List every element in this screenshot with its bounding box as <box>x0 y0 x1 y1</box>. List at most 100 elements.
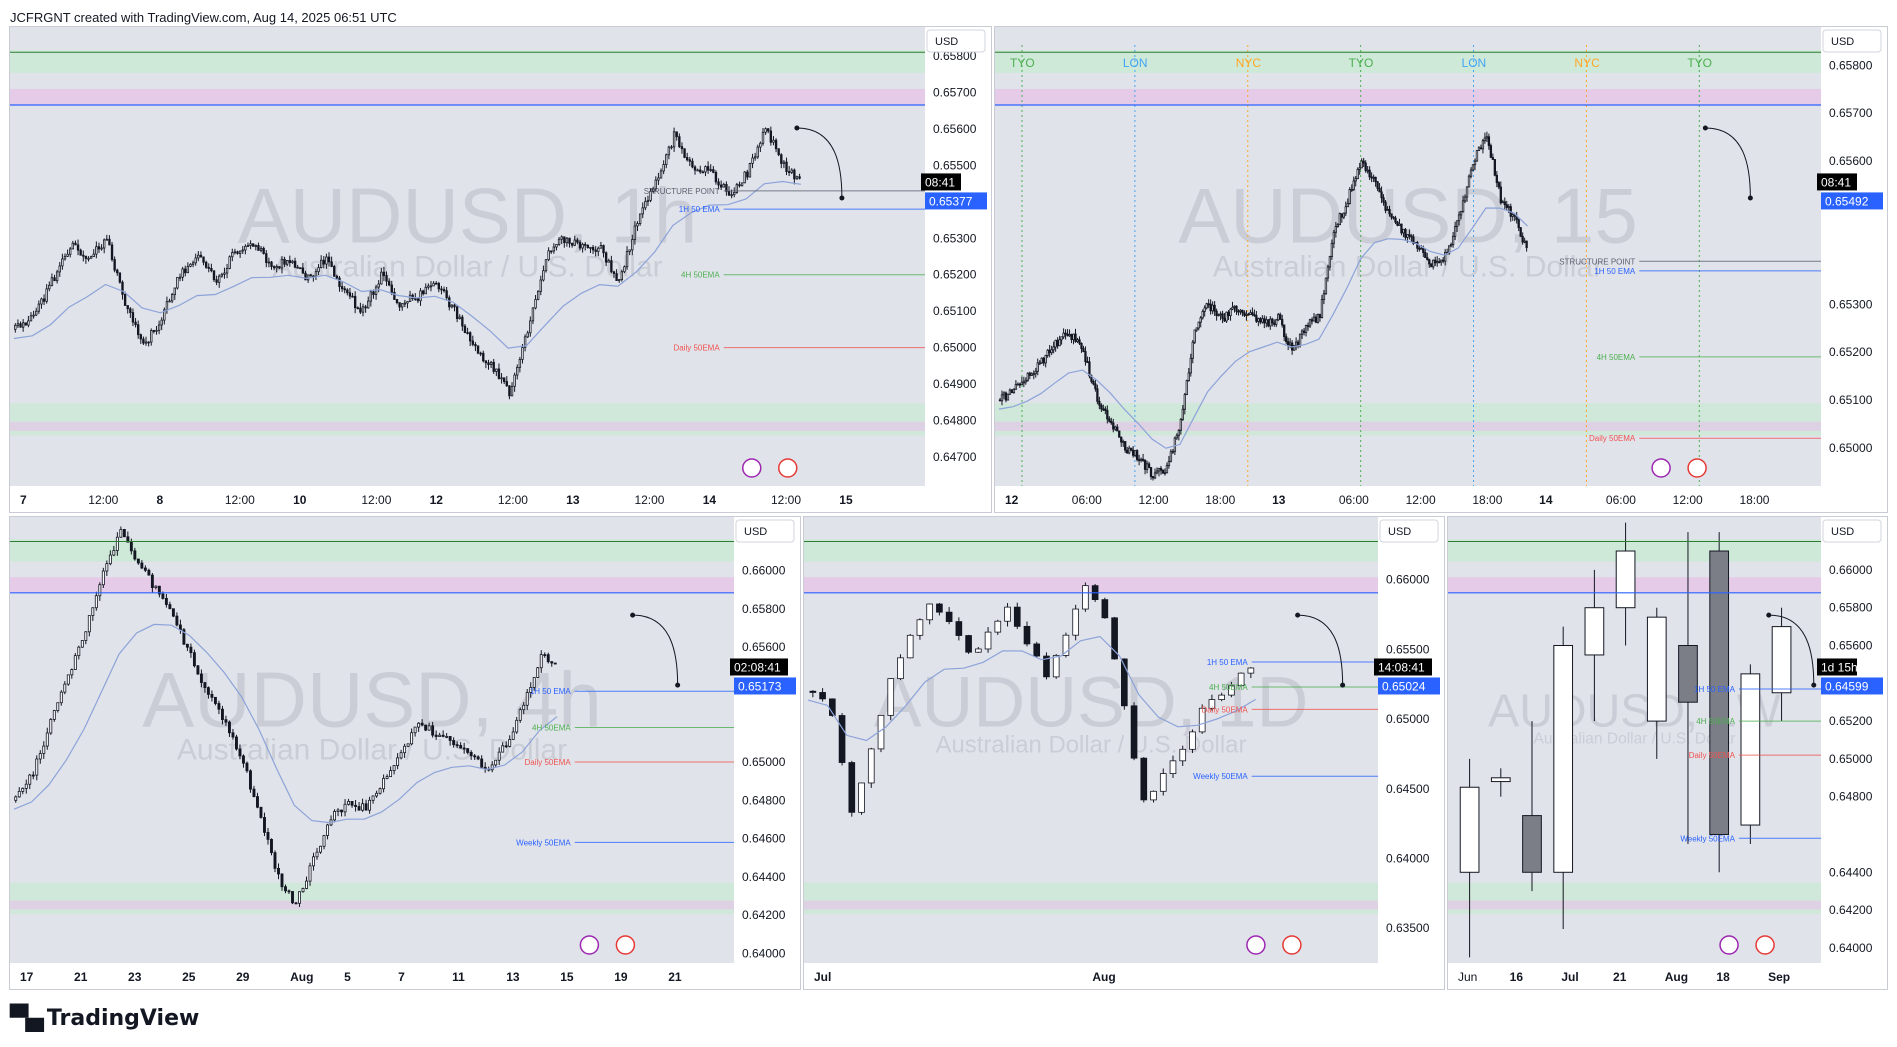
candle-body <box>1294 341 1298 346</box>
currency-label: USD <box>744 526 767 538</box>
candle-body <box>1459 211 1463 216</box>
chart-panel-1d[interactable]: AUDUSD, 1D Australian Dollar / U.S. Dolla… <box>803 516 1445 990</box>
chart-panel-4h[interactable]: AUDUSD, 4h Australian Dollar / U.S. Dolla… <box>9 516 801 990</box>
time-tick-label: 11 <box>452 970 465 984</box>
time-tick-label: 13 <box>506 970 520 984</box>
candle-body <box>1026 372 1029 381</box>
candle-body <box>838 715 846 763</box>
candle-body <box>293 260 297 268</box>
candle-body <box>623 266 626 273</box>
candle-body <box>84 631 88 641</box>
time-tick-label: 12:00 <box>634 493 664 507</box>
candle-body <box>615 273 618 281</box>
price-badge <box>1378 677 1440 695</box>
candle-body <box>675 131 678 138</box>
chart-panel-1w[interactable]: AUDUSD, 1W Australian Dollar / U.S. Dolla… <box>1447 516 1888 990</box>
ema-curve <box>998 207 1529 449</box>
time-tick-label: Aug <box>1665 970 1688 984</box>
candle-body <box>361 803 365 811</box>
candle-body <box>101 570 105 586</box>
projection-arrow <box>632 614 679 686</box>
candle-body <box>1096 388 1099 402</box>
projection-arrow <box>1768 614 1815 686</box>
demand-zone-pink <box>804 900 1378 910</box>
time-tick-label: 29 <box>236 970 250 984</box>
event-lightning-icon <box>579 935 600 955</box>
candle-body <box>1072 608 1079 636</box>
candle-body <box>1490 777 1511 783</box>
candle-body <box>782 161 786 164</box>
candle-body <box>1513 214 1516 217</box>
candle-body <box>719 184 723 188</box>
candle-body <box>688 159 691 162</box>
candle-body <box>16 323 20 326</box>
candle-body <box>353 295 357 309</box>
candle-body <box>410 732 414 745</box>
candle-body <box>555 243 558 248</box>
candle-body <box>544 259 548 272</box>
candle-body <box>1137 459 1141 462</box>
candle-body <box>678 136 681 148</box>
chart-panel-1h[interactable]: AUDUSD, 1h Australian Dollar / U.S. Dolla… <box>9 26 992 513</box>
candle-body <box>17 790 21 798</box>
candle-body <box>435 282 438 285</box>
candle-body <box>1584 607 1605 656</box>
session-label-nyc: NYC <box>1574 56 1600 70</box>
candle-body <box>1066 333 1069 337</box>
candle-body <box>194 257 197 264</box>
candle-body <box>1044 355 1047 364</box>
candle-body <box>462 747 466 750</box>
candle-body <box>1302 330 1306 333</box>
candle-body <box>1479 147 1483 150</box>
candle-body <box>270 839 273 854</box>
level-label: 1H 50 EMA <box>1694 685 1736 694</box>
candle-body <box>1288 342 1292 346</box>
price-tick-label: 0.65800 <box>742 602 786 616</box>
candle-body <box>1000 394 1004 402</box>
time-axis <box>804 963 1444 989</box>
candle-body <box>175 615 179 626</box>
candle-body <box>340 809 344 813</box>
candle-body <box>241 249 244 252</box>
candle-body <box>1223 317 1226 322</box>
candle-body <box>417 722 421 728</box>
candle-body <box>612 271 616 275</box>
ema-curve <box>13 623 558 824</box>
candle-body <box>196 665 200 675</box>
candle-body <box>150 330 153 343</box>
price-badge-label: 0.64599 <box>1825 679 1869 693</box>
candle-body <box>432 282 435 287</box>
currency-button <box>1822 519 1882 543</box>
chart-panel-15m[interactable]: AUDUSD, 15 Australian Dollar / U.S. Dolla… <box>994 26 1888 513</box>
ema-curve <box>13 180 801 349</box>
candle-body <box>1269 318 1272 327</box>
us-flag-icon <box>778 458 798 478</box>
candle-body <box>325 256 328 265</box>
candle-body <box>420 722 424 726</box>
candle-body <box>497 751 501 761</box>
candle-body <box>387 280 391 286</box>
us-flag-icon <box>1755 935 1775 955</box>
candle-body <box>515 719 519 733</box>
candle-body <box>1179 418 1182 431</box>
candle-body <box>685 157 689 161</box>
time-tick-label: 5 <box>344 970 351 984</box>
candle-body <box>1370 176 1373 179</box>
candle-body <box>38 753 42 760</box>
countdown-badge <box>1817 658 1857 676</box>
us-flag-icon <box>1282 935 1302 955</box>
candle-body <box>1285 336 1288 342</box>
candle-body <box>123 293 127 306</box>
candle-body <box>306 274 310 281</box>
candle-body <box>607 260 610 263</box>
candle-body <box>1344 206 1347 214</box>
tradingview-icon: ▀▄ <box>10 1004 44 1032</box>
candle-body <box>1263 318 1266 324</box>
candle-body <box>785 161 788 172</box>
candle-body <box>610 260 613 273</box>
candle-body <box>1390 213 1393 218</box>
price-tick-label: 0.65000 <box>1386 712 1430 726</box>
candle-body <box>408 294 412 302</box>
candle-body <box>887 678 895 716</box>
